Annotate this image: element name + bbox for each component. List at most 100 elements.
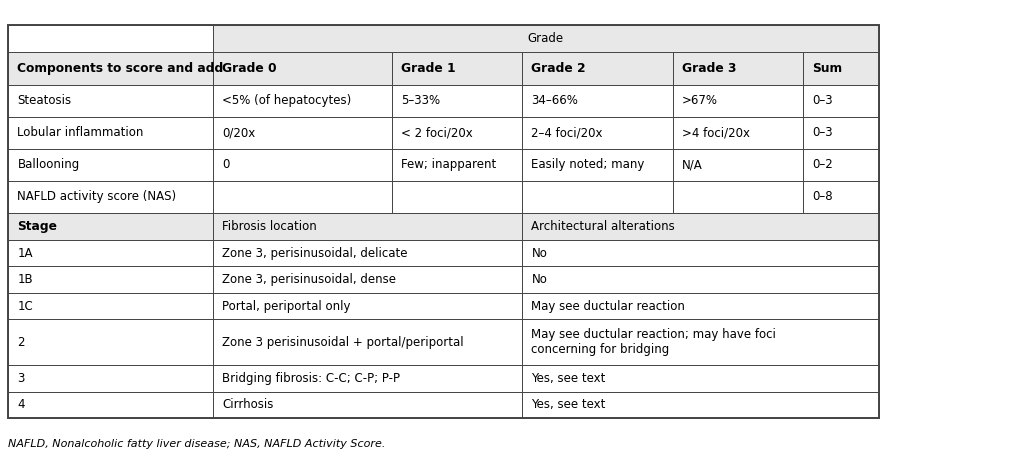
Bar: [803, 149, 879, 181]
Bar: [8, 25, 213, 52]
Bar: [673, 117, 803, 149]
Text: Grade 0: Grade 0: [222, 62, 276, 74]
Text: Ballooning: Ballooning: [17, 158, 80, 171]
Text: Few; inapparent: Few; inapparent: [401, 158, 497, 171]
Text: May see ductular reaction; may have foci
concerning for bridging: May see ductular reaction; may have foci…: [531, 328, 776, 356]
Bar: [522, 319, 879, 365]
Text: 0/20x: 0/20x: [222, 126, 255, 139]
Bar: [522, 117, 673, 149]
Bar: [522, 392, 879, 418]
Text: Grade: Grade: [527, 32, 564, 45]
Text: Grade 1: Grade 1: [401, 62, 456, 74]
Bar: [522, 52, 673, 85]
Bar: [8, 181, 213, 213]
Text: 34–66%: 34–66%: [531, 94, 579, 107]
Text: Grade 2: Grade 2: [531, 62, 586, 74]
Text: 0: 0: [222, 158, 229, 171]
Text: 5–33%: 5–33%: [401, 94, 440, 107]
Text: >67%: >67%: [682, 94, 718, 107]
Bar: [213, 117, 392, 149]
Text: Bridging fibrosis: C-C; C-P; P-P: Bridging fibrosis: C-C; C-P; P-P: [222, 372, 400, 385]
Bar: [8, 365, 213, 392]
Bar: [8, 213, 213, 240]
Bar: [8, 25, 879, 418]
Text: NAFLD, Nonalcoholic fatty liver disease; NAS, NAFLD Activity Score.: NAFLD, Nonalcoholic fatty liver disease;…: [8, 439, 386, 449]
Bar: [803, 52, 879, 85]
Text: 1A: 1A: [17, 247, 33, 260]
Text: Architectural alterations: Architectural alterations: [531, 220, 675, 233]
Bar: [522, 365, 879, 392]
Bar: [392, 52, 522, 85]
Bar: [803, 117, 879, 149]
Bar: [8, 85, 213, 117]
Bar: [522, 85, 673, 117]
Text: Zone 3 perisinusoidal + portal/periportal: Zone 3 perisinusoidal + portal/periporta…: [222, 336, 464, 349]
Bar: [8, 52, 213, 85]
Bar: [673, 181, 803, 213]
Bar: [392, 181, 522, 213]
Text: Cirrhosis: Cirrhosis: [222, 399, 273, 411]
Bar: [213, 266, 522, 293]
Bar: [213, 365, 522, 392]
Bar: [213, 85, 392, 117]
Bar: [213, 52, 392, 85]
Bar: [213, 181, 392, 213]
Bar: [673, 52, 803, 85]
Text: 2–4 foci/20x: 2–4 foci/20x: [531, 126, 603, 139]
Bar: [673, 149, 803, 181]
Bar: [213, 213, 522, 240]
Bar: [803, 181, 879, 213]
Text: < 2 foci/20x: < 2 foci/20x: [401, 126, 473, 139]
Bar: [213, 240, 522, 266]
Bar: [522, 266, 879, 293]
Text: Sum: Sum: [812, 62, 842, 74]
Text: Easily noted; many: Easily noted; many: [531, 158, 645, 171]
Text: Yes, see text: Yes, see text: [531, 399, 606, 411]
Text: Portal, periportal only: Portal, periportal only: [222, 300, 350, 313]
Bar: [392, 117, 522, 149]
Text: >4 foci/20x: >4 foci/20x: [682, 126, 750, 139]
Bar: [213, 392, 522, 418]
Text: Zone 3, perisinusoidal, dense: Zone 3, perisinusoidal, dense: [222, 273, 396, 286]
Bar: [8, 319, 213, 365]
Bar: [8, 240, 213, 266]
Text: Grade 3: Grade 3: [682, 62, 736, 74]
Text: 0–8: 0–8: [812, 190, 833, 203]
Bar: [522, 213, 879, 240]
Bar: [522, 293, 879, 319]
Bar: [392, 149, 522, 181]
Text: NAFLD activity score (NAS): NAFLD activity score (NAS): [17, 190, 176, 203]
Bar: [522, 240, 879, 266]
Bar: [673, 85, 803, 117]
Text: 4: 4: [17, 399, 25, 411]
Text: Zone 3, perisinusoidal, delicate: Zone 3, perisinusoidal, delicate: [222, 247, 408, 260]
Text: Lobular inflammation: Lobular inflammation: [17, 126, 143, 139]
Text: Fibrosis location: Fibrosis location: [222, 220, 317, 233]
Text: 0–3: 0–3: [812, 94, 833, 107]
Text: 1C: 1C: [17, 300, 33, 313]
Bar: [8, 293, 213, 319]
Bar: [522, 181, 673, 213]
Text: Stage: Stage: [17, 220, 57, 233]
Bar: [522, 149, 673, 181]
Text: Components to score and add: Components to score and add: [17, 62, 223, 74]
Text: No: No: [531, 247, 548, 260]
Text: May see ductular reaction: May see ductular reaction: [531, 300, 685, 313]
Bar: [213, 149, 392, 181]
Bar: [8, 117, 213, 149]
Text: 0–2: 0–2: [812, 158, 833, 171]
Text: Yes, see text: Yes, see text: [531, 372, 606, 385]
Bar: [803, 85, 879, 117]
Bar: [213, 25, 879, 52]
Bar: [8, 392, 213, 418]
Text: Steatosis: Steatosis: [17, 94, 72, 107]
Text: 0–3: 0–3: [812, 126, 833, 139]
Bar: [8, 149, 213, 181]
Text: 2: 2: [17, 336, 25, 349]
Bar: [392, 85, 522, 117]
Bar: [213, 319, 522, 365]
Text: 3: 3: [17, 372, 25, 385]
Text: 1B: 1B: [17, 273, 33, 286]
Text: <5% (of hepatocytes): <5% (of hepatocytes): [222, 94, 351, 107]
Bar: [8, 266, 213, 293]
